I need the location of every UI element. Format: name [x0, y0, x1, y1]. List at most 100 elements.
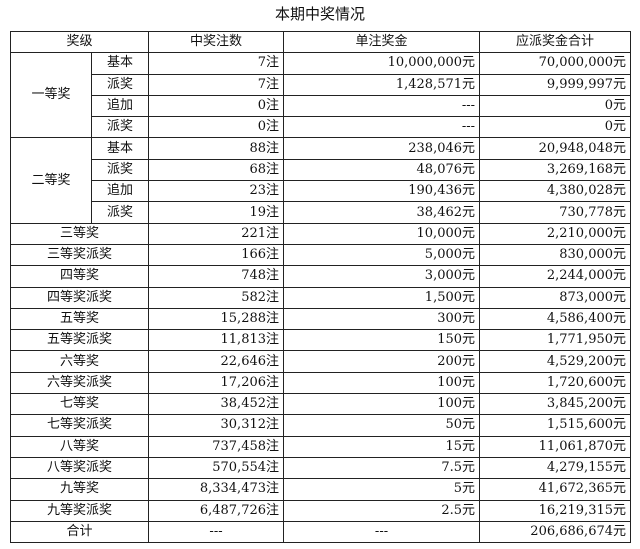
header-unit: 单注奖金 — [283, 30, 481, 54]
unit-prize: 300元 — [283, 307, 481, 331]
unit-prize: --- — [283, 94, 481, 118]
total-prize: 873,000元 — [479, 286, 632, 309]
table-header-row: 奖级 中奖注数 单注奖金 应派奖金合计 — [9, 30, 632, 54]
table-row: 五等奖 15,288注 300元 4,586,400元 — [9, 307, 632, 331]
total-prize: 4,529,200元 — [479, 350, 632, 373]
summary-total: 206,686,674元 — [479, 520, 632, 544]
total-prize: 2,244,000元 — [479, 265, 632, 288]
prize-level: 四等奖派奖 — [9, 286, 150, 309]
winner-count: 23注 — [148, 180, 285, 203]
table-row: 三等奖 221注 10,000元 2,210,000元 — [9, 222, 632, 245]
total-prize: 2,210,000元 — [479, 222, 632, 245]
table-row: 派奖 19注 38,462元 730,778元 — [11, 201, 632, 224]
table-row: 四等奖派奖 582注 1,500元 873,000元 — [9, 286, 632, 309]
winner-count: 15,288注 — [148, 307, 285, 331]
winner-count: 19注 — [148, 201, 285, 224]
table-row: 四等奖 748注 3,000元 2,244,000元 — [9, 265, 632, 288]
total-prize: 0元 — [479, 94, 632, 118]
winner-count: 0注 — [148, 116, 285, 139]
summary-row: 合计 --- --- 206,686,674元 — [9, 520, 632, 544]
sub-level: 基本 — [90, 137, 150, 160]
unit-prize: 100元 — [283, 393, 481, 416]
table-row: 派奖 0注 --- 0元 — [11, 116, 632, 139]
unit-prize: 238,046元 — [283, 137, 481, 160]
unit-prize: 10,000,000元 — [283, 52, 481, 75]
prize-level: 七等奖派奖 — [9, 414, 150, 437]
winner-count: 30,312注 — [148, 414, 285, 437]
prize-level: 三等奖派奖 — [9, 243, 150, 267]
page-title: 本期中奖情况 — [274, 5, 365, 23]
total-prize: 3,845,200元 — [479, 393, 632, 416]
winner-count: 748注 — [148, 265, 285, 288]
winner-count: 88注 — [148, 137, 285, 160]
prize-level: 八等奖派奖 — [9, 456, 150, 480]
unit-prize: 50元 — [283, 414, 481, 437]
table-row: 九等奖派奖 6,487,726注 2.5元 16,219,315元 — [9, 499, 632, 522]
unit-prize: 38,462元 — [283, 201, 481, 224]
total-prize: 4,586,400元 — [479, 307, 632, 331]
table-row: 六等奖 22,646注 200元 4,529,200元 — [9, 350, 632, 373]
header-count: 中奖注数 — [148, 30, 285, 54]
table-row: 追加 23注 190,436元 4,380,028元 — [11, 180, 632, 203]
unit-prize: 48,076元 — [283, 158, 481, 182]
winner-count: 22,646注 — [148, 350, 285, 373]
winner-count: 737,458注 — [148, 435, 285, 458]
prize-level: 八等奖 — [9, 435, 150, 458]
prize-level: 三等奖 — [9, 222, 150, 245]
prize-level: 二等奖 — [10, 137, 92, 224]
winner-count: 570,554注 — [148, 456, 285, 480]
unit-prize: 100元 — [283, 371, 481, 395]
table-row: 九等奖 8,334,473注 5元 41,672,365元 — [9, 478, 632, 501]
table-row: 六等奖派奖 17,206注 100元 1,720,600元 — [9, 371, 632, 395]
total-prize: 70,000,000元 — [479, 52, 632, 75]
prize-table: 奖级 中奖注数 单注奖金 应派奖金合计 一等奖 基本 7注 10,000,000… — [9, 30, 632, 544]
winner-count: 6,487,726注 — [148, 499, 285, 522]
table-row: 七等奖 38,452注 100元 3,845,200元 — [9, 393, 632, 416]
unit-prize: 5,000元 — [283, 243, 481, 267]
unit-prize: 3,000元 — [283, 265, 481, 288]
total-prize: 11,061,870元 — [479, 435, 632, 458]
prize-level: 七等奖 — [9, 393, 150, 416]
total-prize: 4,380,028元 — [479, 180, 632, 203]
total-prize: 9,999,997元 — [479, 73, 632, 96]
total-prize: 16,219,315元 — [479, 499, 632, 522]
total-prize: 0元 — [479, 116, 632, 139]
unit-prize: 15元 — [283, 435, 481, 458]
winner-count: 7注 — [148, 73, 285, 96]
total-prize: 3,269,168元 — [479, 158, 632, 182]
prize-level: 九等奖 — [9, 478, 150, 501]
table-row: 派奖 7注 1,428,571元 9,999,997元 — [11, 73, 632, 96]
table-row: 七等奖派奖 30,312注 50元 1,515,600元 — [9, 414, 632, 437]
unit-prize: --- — [283, 116, 481, 139]
table-row: 八等奖 737,458注 15元 11,061,870元 — [9, 435, 632, 458]
prize-level: 五等奖派奖 — [9, 329, 150, 352]
table-row: 八等奖派奖 570,554注 7.5元 4,279,155元 — [9, 456, 632, 480]
winner-count: 221注 — [148, 222, 285, 245]
prize-level: 九等奖派奖 — [9, 499, 150, 522]
winner-count: 11,813注 — [148, 329, 285, 352]
total-prize: 4,279,155元 — [479, 456, 632, 480]
unit-prize: 5元 — [283, 478, 481, 501]
sub-level: 派奖 — [90, 116, 150, 139]
total-prize: 1,720,600元 — [479, 371, 632, 395]
sub-level: 派奖 — [90, 73, 150, 96]
winner-count: 166注 — [148, 243, 285, 267]
winner-count: 68注 — [148, 158, 285, 182]
total-prize: 41,672,365元 — [479, 478, 632, 501]
unit-prize: 7.5元 — [283, 456, 481, 480]
table-row: 追加 0注 --- 0元 — [11, 94, 632, 118]
unit-prize: 1,500元 — [283, 286, 481, 309]
prize-level: 一等奖 — [10, 52, 92, 139]
total-prize: 1,515,600元 — [479, 414, 632, 437]
sub-level: 追加 — [90, 180, 150, 203]
winner-count: 38,452注 — [148, 393, 285, 416]
unit-prize: 150元 — [283, 329, 481, 352]
total-prize: 1,771,950元 — [479, 329, 632, 352]
table-row: 二等奖 基本 88注 238,046元 20,948,048元 — [10, 137, 632, 224]
sub-level: 派奖 — [90, 201, 150, 224]
summary-count: --- — [148, 520, 285, 544]
unit-prize: 190,436元 — [283, 180, 481, 203]
table-row: 一等奖 基本 7注 10,000,000元 70,000,000元 — [10, 52, 632, 139]
unit-prize: 10,000元 — [283, 222, 481, 245]
prize-level: 五等奖 — [9, 307, 150, 331]
